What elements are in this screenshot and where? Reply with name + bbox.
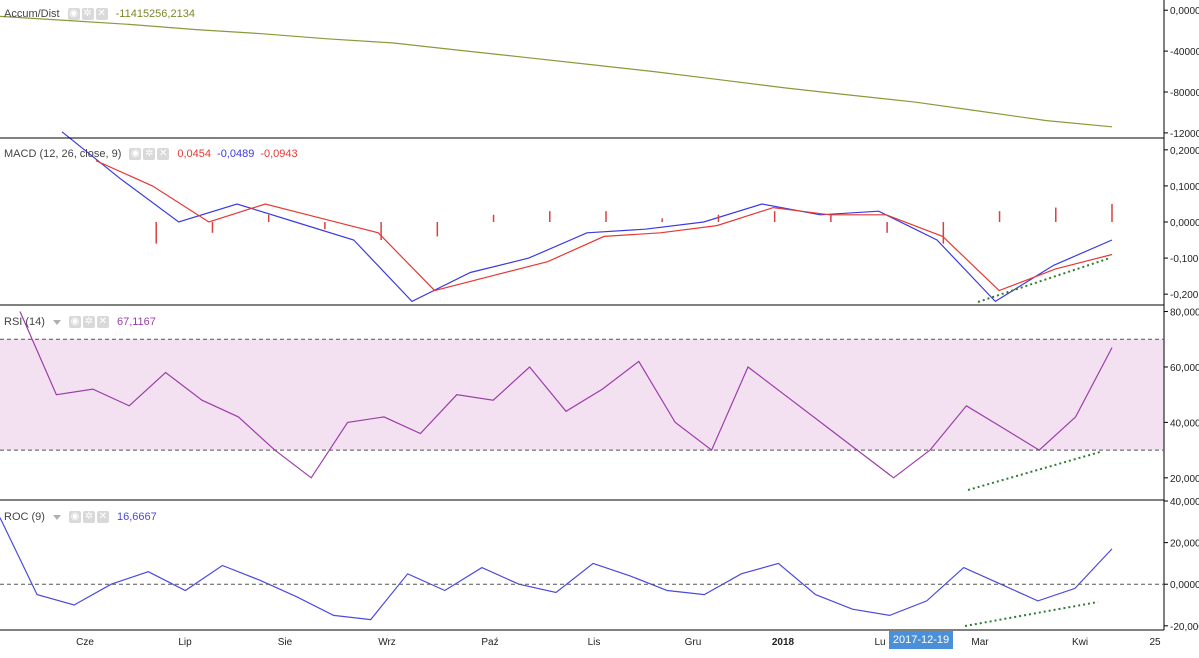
macd-title: MACD (12, 26, close, 9) [4, 148, 122, 160]
x-axis-label: Sie [278, 637, 293, 648]
rsi-line [19, 311, 1113, 479]
macd-line [61, 131, 1113, 303]
accum-legend: Accum/Dist ◉ ✲ ✕ -11415256,2134 [4, 4, 201, 24]
macd-signal-value: -0,0943 [260, 148, 298, 160]
roc-legend: ROC (9) ◉ ✲ ✕ 16,6667 [4, 507, 163, 527]
close-icon[interactable]: ✕ [96, 316, 109, 328]
crosshair-date-label: 2017-12-19 [889, 631, 953, 649]
axis-tick-label: 20,0000 [1170, 539, 1199, 550]
rsi-band [0, 339, 1164, 451]
close-icon[interactable]: ✕ [157, 148, 170, 160]
x-axis-label: Mar [971, 637, 989, 648]
x-axis-label: Lis [588, 637, 601, 648]
x-axis-label: Lu [874, 637, 885, 648]
gear-icon[interactable]: ✲ [81, 8, 94, 20]
axis-tick-label: 40,0000 [1170, 418, 1199, 429]
eye-icon[interactable]: ◉ [129, 148, 142, 160]
close-icon[interactable]: ✕ [96, 511, 109, 523]
axis-tick-label: -0,200 [1170, 290, 1199, 301]
gear-icon[interactable]: ✲ [82, 316, 95, 328]
accum-value: -11415256,2134 [115, 8, 195, 20]
eye-icon[interactable]: ◉ [68, 511, 81, 523]
x-axis-label: Wrz [378, 637, 396, 648]
chevron-down-icon[interactable] [52, 319, 61, 325]
axis-tick-label: 60,0000 [1170, 363, 1199, 374]
axis-tick-label: 40,0000 [1170, 497, 1199, 508]
chevron-down-icon[interactable] [52, 514, 61, 520]
x-axis-label: Kwi [1072, 637, 1088, 648]
eye-icon[interactable]: ◉ [68, 316, 81, 328]
roc-line [0, 517, 1113, 621]
axis-tick-label: 0,2000 [1170, 146, 1199, 157]
accum-dist-line [0, 15, 1113, 128]
eye-icon[interactable]: ◉ [67, 8, 80, 20]
axis-tick-label: 0,0000 [1170, 6, 1199, 17]
accum-title: Accum/Dist [4, 8, 60, 20]
axis-tick-label: -20,000 [1170, 622, 1199, 633]
axis-tick-label: -0,100 [1170, 254, 1199, 265]
x-axis-label: 2018 [772, 637, 795, 648]
axis-tick-label: -40000 [1170, 47, 1199, 58]
axis-tick-label: 0,0000 [1170, 580, 1199, 591]
axis-tick-label: 0,0000 [1170, 218, 1199, 229]
macd-signal-line [95, 160, 1113, 292]
rsi-legend: RSI (14) ◉ ✲ ✕ 67,1167 [4, 312, 162, 332]
axis-tick-label: 20,0000 [1170, 474, 1199, 485]
divergence-trendline [967, 451, 1101, 491]
x-axis-label: Lip [178, 637, 192, 648]
series-layer [0, 15, 1113, 627]
axis-tick-label: 80,0000 [1170, 308, 1199, 319]
axis-tick-label: -80000 [1170, 88, 1199, 99]
gear-icon[interactable]: ✲ [82, 511, 95, 523]
axis-tick-label: 0,1000 [1170, 182, 1199, 193]
divergence-trendline [977, 257, 1111, 303]
macd-line-value: -0,0489 [217, 148, 255, 160]
divergence-trendline [964, 601, 1099, 627]
x-axis-label: 25 [1149, 637, 1161, 648]
close-icon[interactable]: ✕ [95, 8, 108, 20]
x-axis-label: Gru [685, 637, 702, 648]
x-axis-label: Paź [481, 637, 498, 648]
macd-hist-value: 0,0454 [177, 148, 212, 160]
x-axis-label: Cze [76, 637, 94, 648]
background-layer [0, 339, 1164, 451]
axis-tick-label: -12000 [1170, 129, 1199, 140]
roc-title: ROC (9) [4, 511, 45, 523]
gear-icon[interactable]: ✲ [143, 148, 156, 160]
roc-value: 16,6667 [116, 511, 157, 523]
macd-legend: MACD (12, 26, close, 9) ◉ ✲ ✕ 0,0454 -0,… [4, 144, 304, 164]
rsi-title: RSI (14) [4, 316, 45, 328]
rsi-value: 67,1167 [116, 316, 156, 328]
